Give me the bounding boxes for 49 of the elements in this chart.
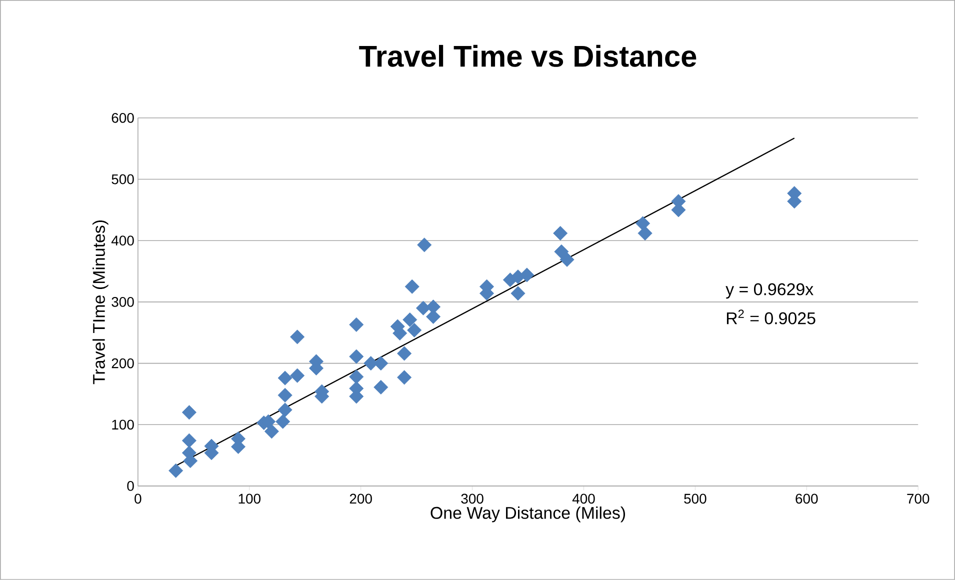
point — [407, 322, 422, 338]
point — [397, 370, 412, 385]
point — [349, 349, 364, 364]
point — [278, 388, 292, 403]
y-tick-label: 500 — [112, 174, 134, 184]
point — [374, 356, 388, 371]
point — [278, 370, 292, 386]
point — [278, 402, 292, 418]
point — [290, 368, 305, 383]
x-tick-label: 100 — [238, 494, 260, 504]
chart-title: Travel Time vs Distance — [359, 44, 696, 67]
x-tick-label: 0 — [134, 494, 142, 504]
point — [290, 330, 305, 344]
y-tick-label: 100 — [112, 420, 134, 430]
point — [276, 414, 290, 429]
y-tick-label: 400 — [111, 236, 134, 246]
point — [264, 424, 279, 439]
x-tick-label: 300 — [461, 494, 484, 504]
point — [374, 380, 388, 395]
y-tick-label: 0 — [127, 481, 134, 491]
x-tick-label: 600 — [796, 494, 818, 504]
x-tick-label: 400 — [572, 494, 595, 504]
annotation: y = 0.9629x — [726, 283, 814, 299]
point — [554, 244, 569, 259]
point — [638, 226, 652, 241]
point — [404, 279, 420, 294]
point — [349, 317, 364, 332]
y-tick-label: 600 — [112, 113, 134, 123]
point — [402, 312, 418, 328]
point — [560, 252, 574, 267]
x-tick-label: 200 — [350, 494, 372, 504]
point — [182, 405, 196, 420]
x-tick-label: 500 — [684, 494, 706, 504]
point — [182, 433, 196, 448]
point — [397, 346, 412, 361]
annotation: R$^{2}$ = 0.9025 — [726, 310, 816, 324]
x-tick-label: 700 — [907, 494, 930, 504]
point — [416, 300, 431, 316]
x-axis-title: One Way Distance (Miles) — [430, 506, 625, 522]
point — [417, 238, 432, 252]
y-tick-label: 200 — [112, 358, 134, 368]
y-axis-title: Travel TIme (Minutes) — [92, 220, 108, 384]
y-tick-label: 300 — [112, 297, 134, 307]
point — [636, 216, 650, 231]
point — [553, 226, 568, 241]
point — [510, 286, 526, 301]
point — [520, 268, 534, 282]
point — [168, 463, 184, 478]
point — [349, 370, 364, 384]
